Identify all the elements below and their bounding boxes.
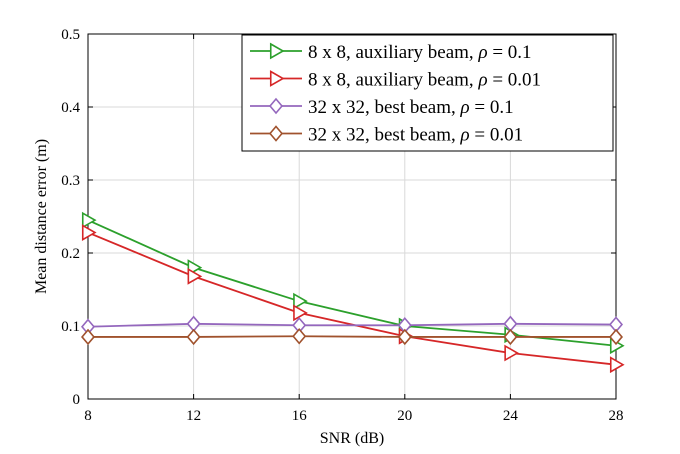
x-tick-label: 28	[609, 408, 624, 424]
y-tick-label: 0.1	[61, 319, 80, 335]
x-tick-label: 16	[292, 408, 308, 424]
y-tick-label: 0.5	[61, 27, 80, 43]
axis-ticks: 8 12 16 20 24 28 0 0.1 0.2 0.3 0.4 0.5	[61, 27, 623, 424]
legend-label-text: 8 x 8, auxiliary beam,	[308, 70, 478, 91]
data-point	[269, 70, 285, 87]
legend-label-value: = 0.01	[470, 125, 523, 146]
legend-entry: 32 x 32, best beam, ρ = 0.01	[250, 125, 523, 146]
legend-label-text: 8 x 8, auxiliary beam,	[308, 42, 478, 63]
legend-label-value: = 0.01	[488, 70, 541, 91]
legend: 8 x 8, auxiliary beam, ρ = 0.18 x 8, aux…	[241, 34, 614, 152]
x-tick-label: 12	[186, 408, 201, 424]
data-point	[186, 328, 201, 346]
series-line	[88, 335, 616, 338]
x-tick-label: 24	[503, 408, 519, 424]
series-line	[87, 322, 617, 328]
data-point	[269, 42, 285, 60]
legend-entry: 8 x 8, auxiliary beam, ρ = 0.01	[250, 70, 541, 91]
data-point	[187, 267, 203, 285]
data-point	[609, 356, 625, 374]
data-point	[269, 97, 283, 115]
data-point	[609, 328, 623, 346]
series-layer	[81, 211, 625, 374]
y-axis-label: Mean distance error (m)	[33, 139, 50, 294]
legend-label: 32 x 32, best beam, ρ = 0.1	[308, 97, 514, 118]
series-4	[81, 327, 623, 346]
legend-label-value: = 0.1	[488, 42, 532, 63]
legend-box	[241, 34, 614, 152]
legend-rho-symbol: ρ	[460, 97, 470, 118]
legend-rho-symbol: ρ	[460, 125, 470, 146]
legend-label: 8 x 8, auxiliary beam, ρ = 0.01	[308, 70, 541, 91]
x-tick-label: 8	[84, 408, 92, 424]
legend-label-value: = 0.1	[470, 97, 514, 118]
y-tick-label: 0	[73, 392, 81, 408]
data-point	[81, 328, 95, 346]
data-point	[293, 292, 308, 310]
data-point	[503, 328, 518, 346]
y-tick-label: 0.4	[61, 100, 80, 116]
x-axis-label: SNR (dB)	[320, 430, 384, 447]
data-point	[504, 344, 520, 362]
legend-label-text: 32 x 32, best beam,	[308, 97, 461, 118]
data-point	[397, 328, 412, 346]
legend-entry: 8 x 8, auxiliary beam, ρ = 0.1	[250, 42, 532, 63]
y-tick-label: 0.3	[61, 173, 80, 189]
data-point	[81, 224, 97, 241]
legend-label: 8 x 8, auxiliary beam, ρ = 0.1	[308, 42, 532, 63]
data-point	[81, 211, 97, 229]
legend-rho-symbol: ρ	[477, 70, 487, 91]
legend-rho-symbol: ρ	[477, 42, 487, 63]
legend-label-text: 32 x 32, best beam,	[308, 125, 461, 146]
data-point	[292, 327, 307, 345]
legend-entry: 32 x 32, best beam, ρ = 0.1	[250, 97, 514, 118]
legend-label: 32 x 32, best beam, ρ = 0.01	[308, 125, 523, 146]
x-tick-label: 20	[397, 408, 412, 424]
y-tick-label: 0.2	[61, 246, 80, 262]
data-point	[293, 304, 308, 322]
data-point	[269, 125, 283, 142]
